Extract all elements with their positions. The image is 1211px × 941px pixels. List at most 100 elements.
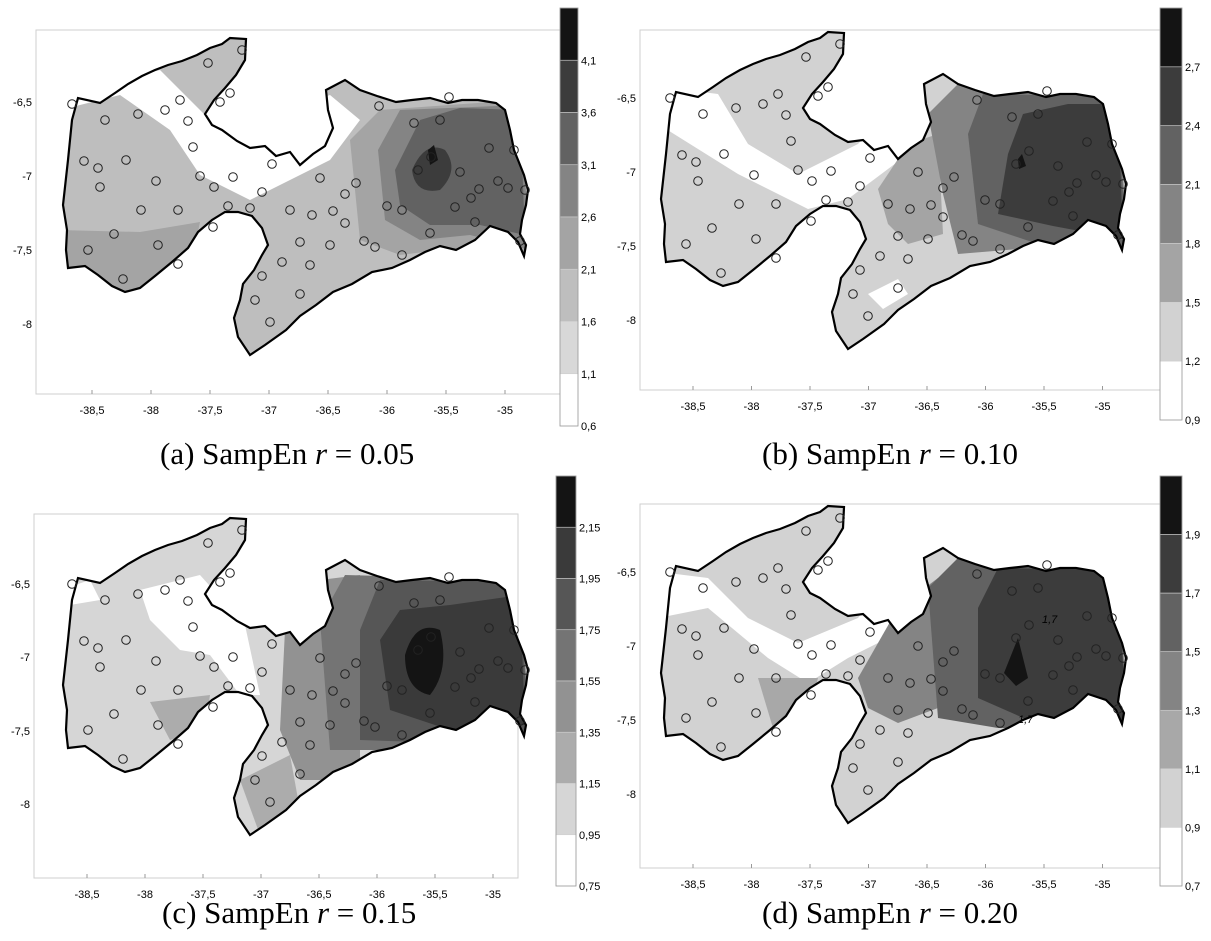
station-marker	[807, 176, 817, 186]
station-marker	[875, 725, 885, 735]
station-marker	[450, 202, 460, 212]
station-marker	[893, 705, 903, 715]
station-marker	[835, 39, 845, 49]
station-marker	[470, 697, 480, 707]
contour-label: 1,7	[1042, 614, 1058, 626]
station-marker	[923, 234, 933, 244]
x-tick-label: -38	[143, 405, 159, 417]
x-tick-label: -38	[137, 889, 153, 901]
station-marker	[691, 631, 701, 641]
x-tick-label: -36	[379, 405, 395, 417]
caption-a: (a) SampEn r = 0.05	[160, 436, 414, 472]
station-marker	[681, 239, 691, 249]
station-marker	[926, 200, 936, 210]
station-marker	[773, 563, 783, 573]
legend-frame	[555, 475, 577, 887]
station-marker	[938, 212, 948, 222]
station-marker	[716, 268, 726, 278]
station-marker	[1113, 704, 1123, 714]
legend-band	[1159, 66, 1183, 127]
station-marker	[328, 686, 338, 696]
station-marker	[426, 632, 436, 642]
caption-c: (c) SampEn r = 0.15	[162, 895, 416, 931]
station-marker	[503, 663, 513, 673]
legend-level-label: 3,6	[581, 108, 596, 120]
station-marker	[470, 217, 480, 227]
station-marker	[693, 650, 703, 660]
station-marker	[151, 176, 161, 186]
station-marker	[677, 150, 687, 160]
station-marker	[466, 673, 476, 683]
station-marker	[340, 218, 350, 228]
legend-level-label: 2,1	[581, 264, 596, 276]
station-marker	[1023, 222, 1033, 232]
x-tick-label: -35,5	[433, 405, 458, 417]
station-marker	[370, 242, 380, 252]
legend-level-label: 1,7	[1185, 588, 1200, 600]
legend-band	[1159, 184, 1183, 244]
x-tick-label: -35,5	[422, 889, 447, 901]
legend-level-label: 0,7	[1185, 881, 1200, 893]
legend-level-label: 2,1	[1185, 180, 1200, 192]
contour-zone-7	[395, 108, 525, 235]
x-tick-label: -35	[1095, 879, 1111, 891]
legend-level-label: 1,35	[579, 727, 600, 739]
station-marker	[1072, 652, 1082, 662]
legend-band	[555, 578, 577, 631]
station-marker	[153, 720, 163, 730]
x-tick-label: -37	[261, 405, 277, 417]
station-marker	[223, 681, 233, 691]
caption-c-value: = 0.15	[336, 895, 417, 930]
x-tick-label: -38,5	[680, 401, 705, 413]
legend-band	[555, 629, 577, 682]
station-marker	[267, 639, 277, 649]
x-tick-label: -37,5	[797, 401, 822, 413]
legend-band	[1159, 7, 1183, 68]
station-marker	[1011, 633, 1021, 643]
station-marker	[95, 182, 105, 192]
station-marker	[731, 577, 741, 587]
y-tick-label: -7	[626, 641, 636, 653]
station-marker	[315, 653, 325, 663]
station-marker	[913, 641, 923, 651]
station-marker	[455, 167, 465, 177]
legend-band	[1159, 475, 1183, 535]
station-marker	[855, 265, 865, 275]
station-marker	[250, 295, 260, 305]
station-marker	[865, 153, 875, 163]
station-marker	[382, 681, 392, 691]
station-marker	[340, 698, 350, 708]
station-marker	[195, 171, 205, 181]
caption-a-value: = 0.05	[334, 436, 415, 471]
station-marker	[183, 596, 193, 606]
x-tick-label: -36	[978, 401, 994, 413]
x-tick-label: -36,5	[315, 405, 340, 417]
legend-band	[555, 475, 577, 528]
station-marker	[228, 172, 238, 182]
legend-level-label: 0,95	[579, 830, 600, 842]
station-marker	[257, 751, 267, 761]
caption-c-label: (c) SampEn	[162, 895, 310, 930]
station-marker	[980, 669, 990, 679]
station-marker	[295, 769, 305, 779]
legend-band	[555, 834, 577, 887]
station-marker	[409, 118, 419, 128]
station-marker	[228, 652, 238, 662]
station-marker	[67, 579, 77, 589]
station-marker	[257, 187, 267, 197]
station-marker	[968, 710, 978, 720]
station-marker	[93, 643, 103, 653]
station-marker	[267, 159, 277, 169]
station-marker	[813, 91, 823, 101]
station-marker	[493, 656, 503, 666]
station-marker	[208, 222, 218, 232]
legend-level-label: 3,1	[581, 160, 596, 172]
station-marker	[903, 728, 913, 738]
station-marker	[923, 708, 933, 718]
station-marker	[938, 657, 948, 667]
station-marker	[1064, 187, 1074, 197]
station-marker	[771, 253, 781, 263]
station-marker	[1042, 560, 1052, 570]
station-marker	[781, 584, 791, 594]
